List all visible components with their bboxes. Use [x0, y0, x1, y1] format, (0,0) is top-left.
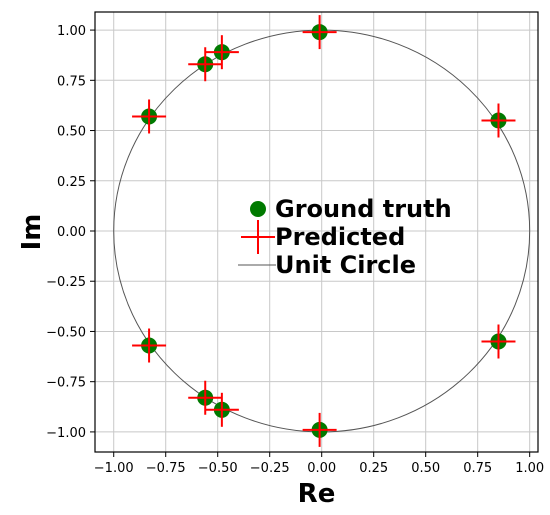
- y-tick-label: 0.25: [57, 175, 86, 190]
- predicted-point: [188, 47, 223, 82]
- y-tick-label: −1.00: [46, 426, 86, 441]
- x-tick-label: −0.75: [146, 461, 186, 476]
- y-tick-label: 0.75: [57, 74, 86, 89]
- predicted-point: [302, 15, 337, 50]
- x-tick-label: −0.50: [198, 461, 238, 476]
- predicted-point: [132, 99, 167, 134]
- y-tick-label: −0.50: [46, 325, 86, 340]
- legend-ground-truth-label: Ground truth: [275, 195, 452, 223]
- plot-frame: [94, 11, 539, 453]
- predicted-layer: [132, 15, 516, 447]
- x-tick-labels: −1.00 −0.75 −0.50 −0.25 0.00 0.25 0.50 0.75 1.00: [94, 452, 544, 476]
- predicted-point: [481, 324, 516, 359]
- x-tick-label: 0.00: [307, 461, 336, 476]
- x-tick-label: −1.00: [94, 461, 134, 476]
- legend-predicted-marker: [241, 220, 275, 254]
- x-tick-label: 0.25: [359, 461, 388, 476]
- x-axis-label: Re: [298, 479, 336, 509]
- x-tick-label: −0.25: [250, 461, 290, 476]
- predicted-point: [302, 412, 337, 447]
- predicted-point: [132, 328, 167, 363]
- legend: Ground truth Predicted Unit Circle: [238, 195, 452, 279]
- legend-ground-truth-marker: [250, 201, 266, 217]
- y-tick-label: 0.50: [57, 125, 86, 140]
- y-tick-label: 0.00: [57, 225, 86, 240]
- y-tick-label: 1.00: [57, 24, 86, 39]
- legend-unit-circle-label: Unit Circle: [275, 251, 416, 279]
- legend-predicted-label: Predicted: [275, 223, 405, 251]
- y-tick-label: −0.25: [46, 275, 86, 290]
- y-tick-labels: −1.00 −0.75 −0.50 −0.25 0.00 0.25 0.50 0.75 1.00: [46, 24, 95, 441]
- y-tick-label: −0.75: [46, 376, 86, 391]
- x-tick-label: 0.50: [411, 461, 440, 476]
- x-tick-label: 1.00: [515, 461, 544, 476]
- x-tick-label: 0.75: [463, 461, 492, 476]
- y-axis-label: Im: [17, 214, 47, 251]
- predicted-point: [204, 392, 239, 427]
- predicted-point: [481, 103, 516, 138]
